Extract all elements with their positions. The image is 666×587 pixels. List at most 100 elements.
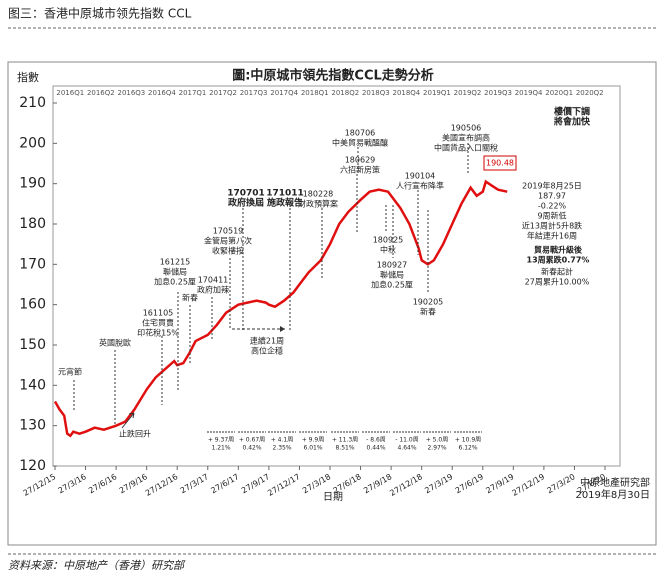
quarter-label: 2016Q2 <box>87 89 115 97</box>
annotation: 170701 <box>227 189 265 199</box>
y-tick-label: 210 <box>19 95 46 111</box>
x-tick-label: 27/6/16 <box>87 472 118 495</box>
plot-frame <box>52 85 621 467</box>
quarter-label: 2020Q1 <box>545 89 573 97</box>
y-tick-label: 180 <box>19 216 46 232</box>
quarter-label: 2017Q2 <box>209 89 237 97</box>
annotation: 加息0.25厘 <box>371 280 413 290</box>
source: 资料来源：中原地产（香港）研究部 <box>8 559 186 572</box>
annotation: 人行宣布降準 <box>396 181 444 191</box>
x-tick-label: 27/12/15 <box>22 472 58 498</box>
x-tick-label: 27/3/16 <box>57 472 88 495</box>
range-label: 0.44% <box>366 445 385 452</box>
quarter-label: 2016Q4 <box>148 89 176 97</box>
annotation: 連續21周 <box>250 336 284 346</box>
credit: 中原地產研究部 <box>580 476 650 489</box>
annotation: 將會加快 <box>554 116 591 128</box>
annotation: 印花稅15% <box>137 328 179 338</box>
quarter-label: 2017Q4 <box>270 89 298 97</box>
annotation: 政府加辣 <box>197 285 229 295</box>
annotation: 190205 <box>413 298 444 307</box>
x-tick-label: 27/3/20 <box>545 472 576 495</box>
chart-frame <box>7 61 657 546</box>
annotation: 190506 <box>451 124 482 133</box>
range-label: + 11.3周 <box>332 437 358 444</box>
x-tick-label: 27/12/18 <box>388 472 424 498</box>
annotation: 180927 <box>377 261 408 270</box>
annotation: 180228 <box>303 190 334 199</box>
range-label: + 4.1周 <box>271 437 293 444</box>
y-tick-label: 190 <box>19 176 46 192</box>
annotation: 年結連升16周 <box>527 231 577 241</box>
quarter-label: 2019Q3 <box>484 89 512 97</box>
annotation: 聯儲局 <box>163 267 187 277</box>
annotation: 27周累升10.00% <box>525 278 590 287</box>
annotation: 施政報告 <box>267 197 303 209</box>
annotation: 加息0.25厘 <box>154 277 196 287</box>
chart-title: 圖:中原城市領先指數CCL走勢分析 <box>232 68 434 84</box>
quarter-label: 2019Q2 <box>454 89 482 97</box>
range-label: 2.35% <box>272 445 291 452</box>
y-tick-label: 200 <box>19 135 46 151</box>
range-label: + 10.9周 <box>455 437 481 444</box>
range-label: 6.01% <box>303 445 322 452</box>
rebound-arrow <box>121 412 135 429</box>
range-label: + 0.67周 <box>239 437 265 444</box>
x-tick-label: 27/3/19 <box>423 472 454 495</box>
x-tick-label: 27/12/16 <box>144 472 180 498</box>
range-label: 4.64% <box>397 445 416 452</box>
x-tick-label: 27/6/17 <box>209 472 240 495</box>
annotation: -0.22% <box>538 202 567 211</box>
quarter-label: 2018Q2 <box>331 89 359 97</box>
range-label: 6.12% <box>458 445 477 452</box>
data-line <box>53 179 508 438</box>
x-tick-label: 27/6/19 <box>454 472 485 495</box>
x-tick-label: 27/12/17 <box>266 472 302 498</box>
annotation: 中秋 <box>380 245 396 255</box>
annotation: 2019年8月25日 <box>522 181 582 191</box>
annotation: 180706 <box>345 129 376 138</box>
annotation: 170411 <box>198 276 229 285</box>
quarter-label: 2019Q4 <box>515 89 543 97</box>
x-tick-label: 27/12/19 <box>511 472 547 498</box>
annotation: 190104 <box>405 172 436 181</box>
annotation: 英國脫歐 <box>99 338 131 348</box>
annotation: 170519 <box>213 227 244 236</box>
y-tick-label: 150 <box>19 337 46 353</box>
y-tick-label: 120 <box>19 458 46 474</box>
annotation: 止跌回升 <box>119 429 151 439</box>
quarter-label: 2017Q3 <box>240 89 268 97</box>
y-tick-label: 160 <box>19 297 46 313</box>
quarter-label: 2018Q4 <box>392 89 420 97</box>
y-tick-label: 140 <box>19 377 46 393</box>
y-tick-label: 170 <box>19 256 46 272</box>
annotation: 161215 <box>160 258 191 267</box>
annotation: 近13周計5升8跌 <box>522 221 582 231</box>
annotation: 金管局第八次 <box>204 236 252 246</box>
annotation: 187.97 <box>538 192 566 201</box>
annotation: 美國宣布調高 <box>442 133 490 143</box>
range-label: - 8.6周 <box>366 437 386 444</box>
annotation: 180629 <box>345 156 376 165</box>
y-tick-label: 130 <box>19 418 46 434</box>
quarter-label: 2020Q2 <box>576 89 604 97</box>
annotation: 財政預算案 <box>298 199 338 209</box>
annotation: 新春 <box>420 307 436 317</box>
annotation: 180925 <box>373 236 404 245</box>
annotation: 聯儲局 <box>380 270 404 280</box>
quarter-label: 2016Q1 <box>56 89 84 97</box>
plateau-arrowhead <box>280 326 285 332</box>
annotation: 元宵節 <box>58 367 82 377</box>
highlight-box <box>483 155 517 171</box>
annotation: 樓價下調 <box>554 106 590 118</box>
annotation: 171011 <box>266 189 304 199</box>
annotation: 中美貿易戰醞釀 <box>332 138 388 148</box>
range-label: - 11.0周 <box>395 437 418 444</box>
range-label: 2.97% <box>427 445 446 452</box>
annotation: 高位企穩 <box>251 346 283 356</box>
quarter-label: 2016Q3 <box>117 89 145 97</box>
range-label: 0.42% <box>242 445 261 452</box>
annotation: 政府換屆 <box>228 197 264 209</box>
